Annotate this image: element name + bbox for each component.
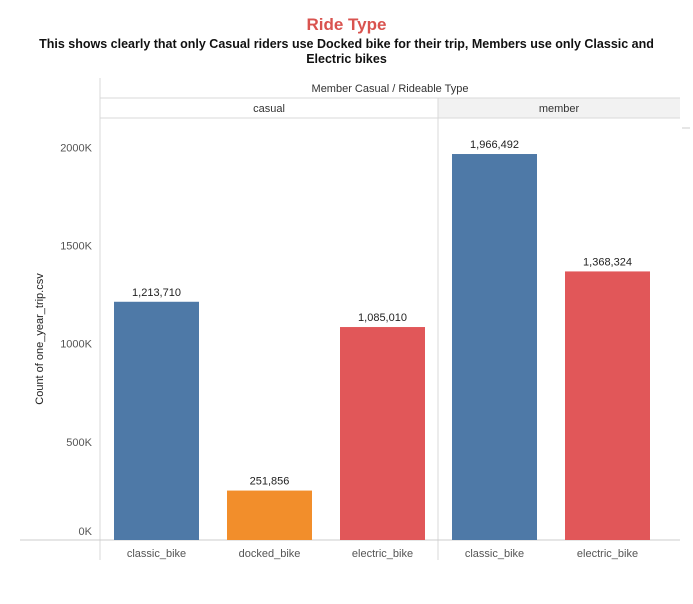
y-tick-label: 500K bbox=[66, 437, 92, 449]
y-tick-label: 1500K bbox=[60, 241, 92, 253]
panel-header-casual: casual bbox=[253, 103, 285, 115]
y-tick-label: 0K bbox=[79, 526, 93, 538]
x-tick-label: classic_bike bbox=[127, 548, 186, 560]
y-tick-label: 2000K bbox=[60, 142, 92, 154]
x-tick-label: docked_bike bbox=[239, 548, 301, 560]
x-tick-label: electric_bike bbox=[352, 548, 413, 560]
x-tick-label: classic_bike bbox=[465, 548, 524, 560]
member-header-bg bbox=[438, 98, 680, 118]
data-label: 1,213,710 bbox=[132, 287, 181, 299]
bar-casual-electric_bike[interactable] bbox=[340, 327, 425, 540]
chart-title: Ride Type bbox=[306, 15, 387, 34]
column-header: Member Casual / Rideable Type bbox=[312, 83, 469, 95]
y-tick-label: 1000K bbox=[60, 339, 92, 351]
chart-subtitle: This shows clearly that only Casual ride… bbox=[39, 37, 654, 66]
bar-casual-docked_bike[interactable] bbox=[227, 490, 312, 540]
bar-casual-classic_bike[interactable] bbox=[114, 301, 199, 540]
data-label: 251,856 bbox=[250, 476, 290, 488]
panel-header-member: member bbox=[539, 103, 580, 115]
y-axis-title: Count of one_year_trip.csv bbox=[34, 273, 46, 405]
data-label: 1,085,010 bbox=[358, 312, 407, 324]
x-tick-label: electric_bike bbox=[577, 548, 638, 560]
bar-member-classic_bike[interactable] bbox=[452, 154, 537, 540]
data-label: 1,368,324 bbox=[583, 256, 632, 268]
data-label: 1,966,492 bbox=[470, 139, 519, 151]
bar-member-electric_bike[interactable] bbox=[565, 271, 650, 540]
